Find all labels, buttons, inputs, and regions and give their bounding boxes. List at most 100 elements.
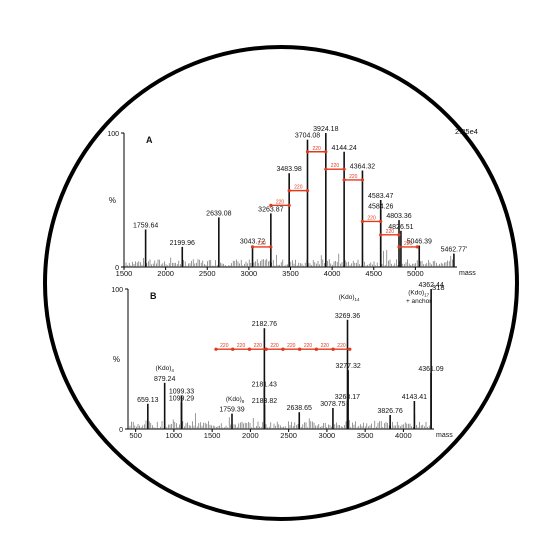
x-tick-label: 4500 [365,269,382,278]
annotation-subscript: 4 [171,368,174,373]
peak-label: 4803.36 [386,213,411,220]
peak-label: 3483.98 [277,166,302,173]
spacing-label: 220 [321,343,330,349]
spacing-label: 220 [404,241,413,247]
annotation-text: (Kdo) [408,290,424,297]
peak-label: 3277.32 [335,363,360,370]
annotation-subscript: 8 [242,399,245,404]
peak-label: 3826.76 [377,408,402,415]
peak-label: 4584.26 [368,204,393,211]
peak-label: 1759.64 [133,222,158,229]
arrow-end [269,245,273,249]
x-tick-label: 2500 [280,431,297,440]
spacing-label: 220 [367,215,376,221]
annotation-text: + anchor [406,298,432,305]
x-tick-label: 4000 [395,431,412,440]
peak-label: 4826.51 [388,224,413,231]
arrow-end [379,219,383,224]
arrow-end [214,347,218,351]
panel-b: 0 100% 500 1000 1500 2000 2500 3000 3500 4000 mass… [111,282,453,440]
x-tick-label: 2000 [157,269,174,278]
y-tick-label: 0 [115,265,119,272]
annotation-text: (Kdo) [156,365,172,372]
peak-label: 2183.82 [252,398,277,405]
peak-label: 2182.76 [252,321,277,328]
spacing-label: 220 [349,174,358,180]
arrow-end [397,245,401,249]
arrow-end [247,347,252,351]
annotation-label: + anchor [406,298,432,305]
peak-label: 4364.32 [350,164,375,171]
y-tick-label: 100 [107,131,119,138]
peak-label: 4362.44 [418,282,443,289]
arrow-end [250,245,255,249]
spacing-label: 220 [270,343,279,349]
x-tick-label: 1500 [116,269,133,278]
intensity-label: 318 [432,283,445,292]
peak-label: 2639.08 [206,210,231,217]
arrow-end [342,167,346,171]
spacing-label: 220 [304,343,313,349]
x-tick-label: 3000 [241,269,258,278]
annotation-label: (Kdo)17 [408,290,429,298]
peak-label: 1099.33 [169,388,194,395]
x-tick-label: 4000 [324,269,341,278]
arrow-end [348,347,352,351]
panel-label: A [146,135,153,145]
x-tick-label: 1000 [166,431,183,440]
annotation-text: (Kdo) [226,396,242,403]
arrow-end [231,347,235,351]
annotation-text: (Kdo) [339,294,355,301]
arrow-end [305,150,310,154]
baseline-noise [129,413,430,429]
arrow-end [342,178,346,182]
spacing-label: 220 [312,146,321,152]
peak-label: 1759.39 [219,407,244,414]
arrow-end [287,203,291,207]
peak-label: 2199.96 [170,240,195,247]
x-tick-label: 2000 [242,431,259,440]
peak-label: 5046.39 [407,239,432,246]
spacing-label: 220 [258,241,267,247]
y-axis-label: % [109,196,116,205]
arrow-end [331,347,335,351]
peak-label: 2638.65 [287,405,312,412]
annotation-label: (Kdo)14 [339,294,360,302]
arrow-end [324,150,328,154]
peak-label: 879.24 [154,376,176,383]
arrow-end [415,245,419,249]
spacing-label: 220 [287,343,296,349]
x-tick-label: 5000 [407,269,424,278]
annotation-subscript: 17 [424,293,430,298]
arrow-end [397,233,401,237]
spacing-label: 220 [237,343,246,349]
arrow-end [281,347,285,351]
peak-label: 4583.47 [368,193,393,200]
arrow-end [360,219,365,224]
intensity-label: 2.85e4 [455,127,478,136]
annotation-label: (Kdo)4 [156,365,175,373]
x-axis-label: mass [436,432,453,439]
y-tick-label: 100 [111,287,123,294]
spacing-label: 220 [331,163,340,169]
spacing-label: 220 [220,343,229,349]
peak-label: 3078.75 [320,401,345,408]
x-tick-label: 2500 [199,269,216,278]
spacing-label: 220 [254,343,263,349]
peak-label: 3704.08 [295,133,320,140]
x-tick-label: 3500 [282,269,299,278]
peak-label: 3263.87 [258,206,283,213]
arrow-end [314,347,318,351]
x-axis-label: mass [459,270,476,277]
peak-label: 3269.36 [335,313,360,320]
arrow-end [305,189,310,193]
x-tick-label: 1500 [204,431,221,440]
arrow-end [269,203,273,207]
annotation-subscript: 14 [355,297,361,302]
peak-label: 1099.29 [169,395,194,402]
circular-frame [43,45,519,521]
arrow-end [264,347,268,351]
annotation-label: (Kdo)8 [226,396,245,404]
spacing-label: 220 [294,185,303,191]
